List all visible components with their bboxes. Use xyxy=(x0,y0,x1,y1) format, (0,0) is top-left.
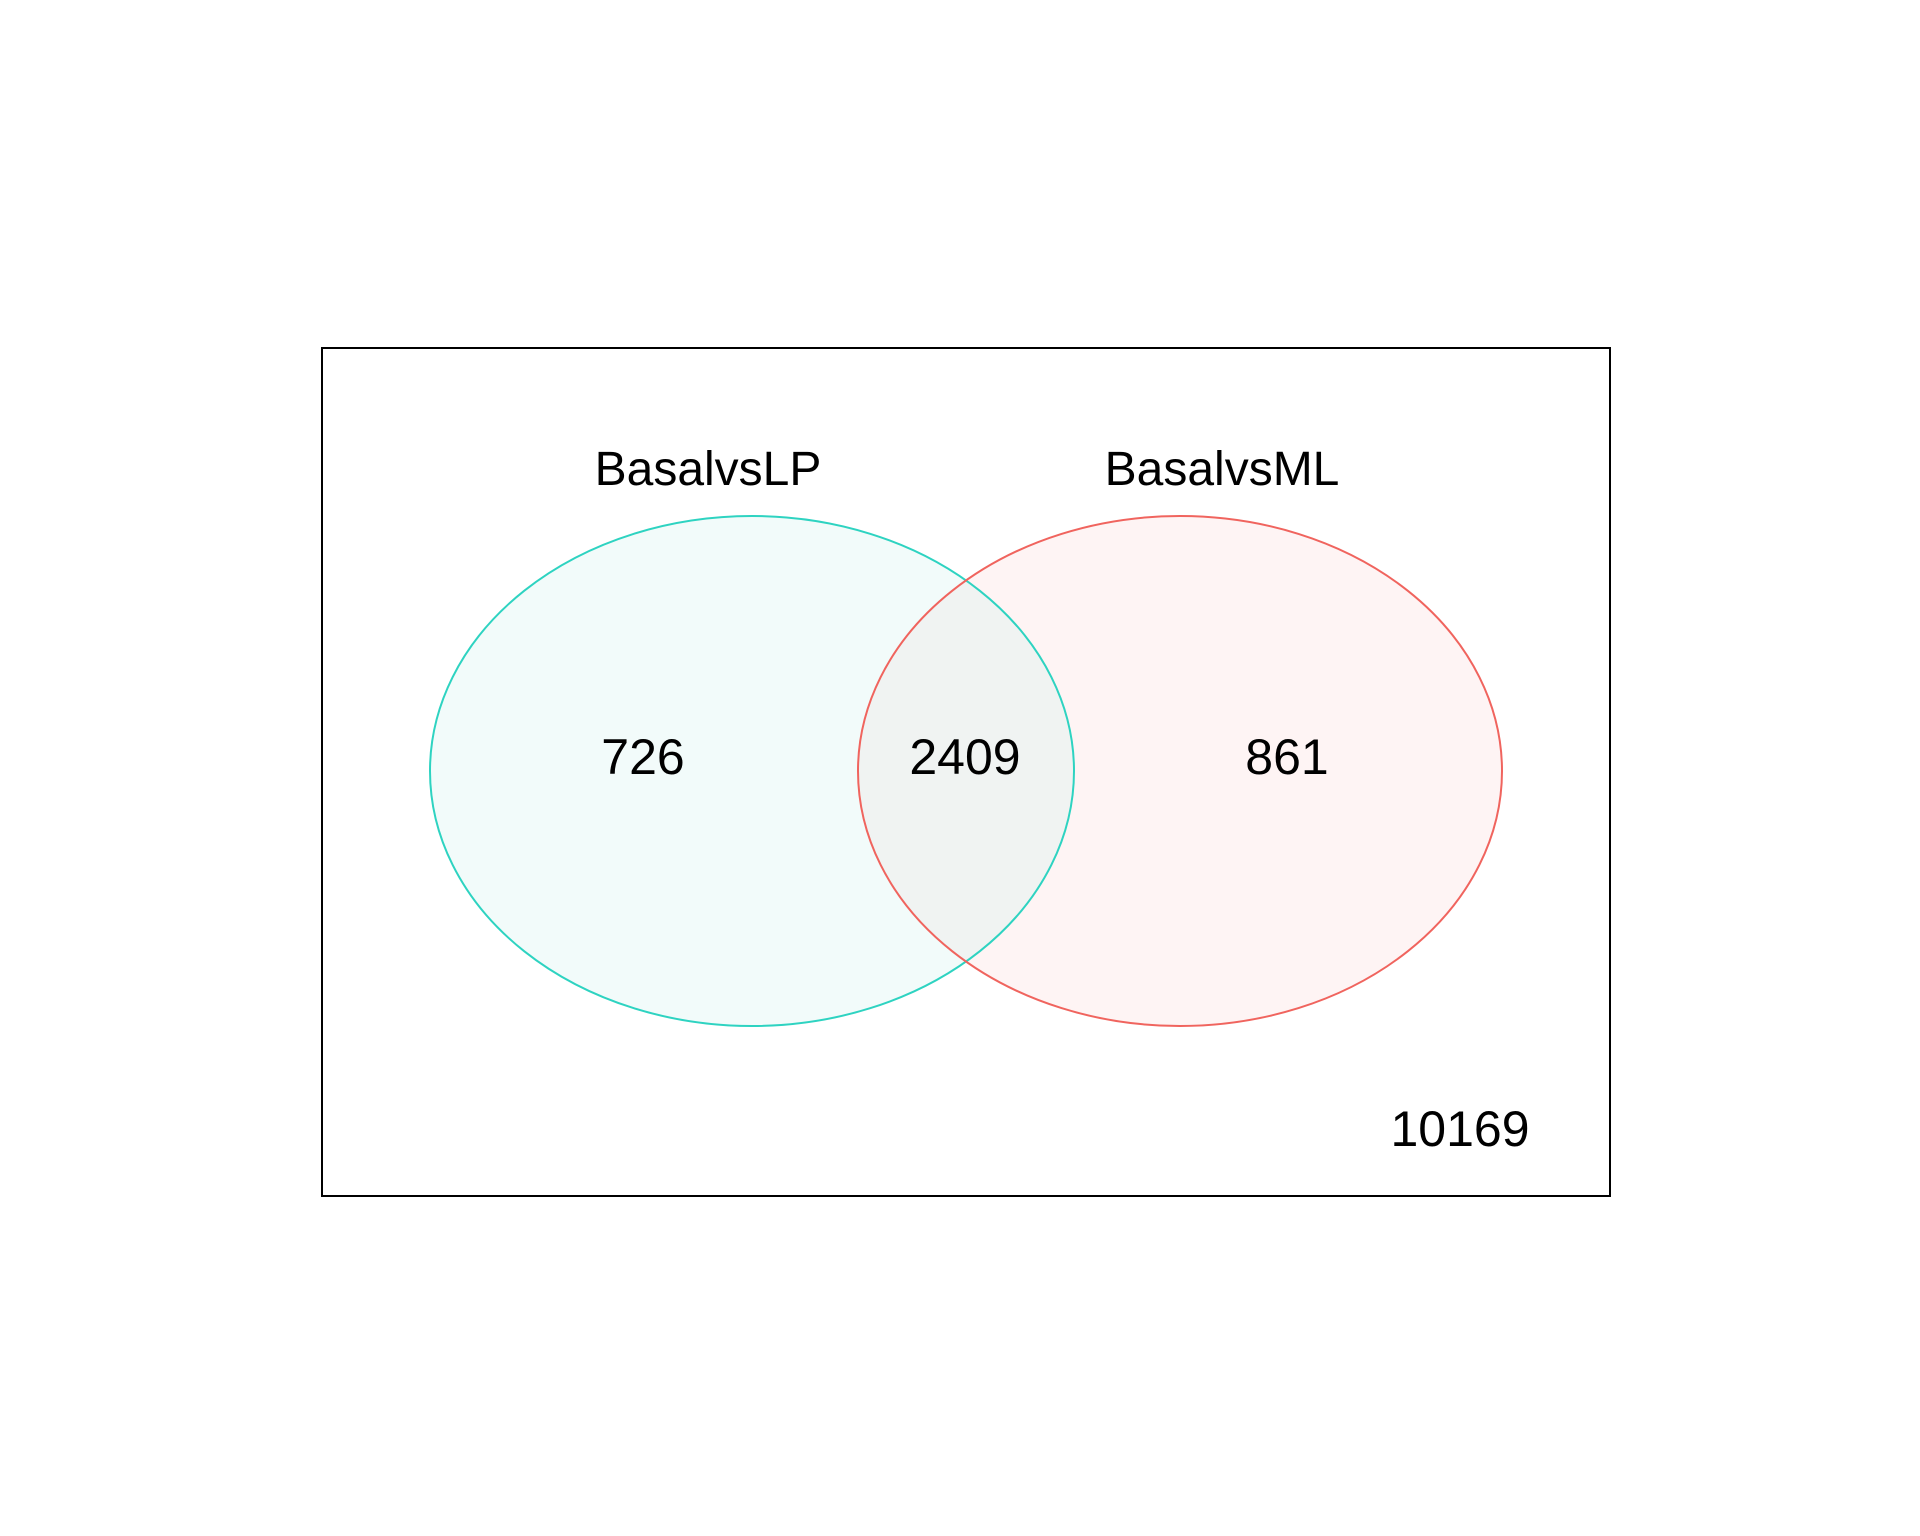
count-intersection: 2409 xyxy=(909,729,1020,785)
set-outline-basalvslp xyxy=(429,515,1075,1027)
set-label-basalvsml: BasalvsML xyxy=(1105,443,1340,496)
count-only-basalvslp: 726 xyxy=(601,729,684,785)
set-outline-basalvsml xyxy=(857,515,1503,1027)
set-label-basalvslp: BasalvsLP xyxy=(595,443,822,496)
venn-frame xyxy=(321,347,1611,1197)
count-neither: 10169 xyxy=(1390,1101,1529,1157)
count-only-basalvsml: 861 xyxy=(1245,729,1328,785)
overlap-region xyxy=(858,516,1074,1026)
